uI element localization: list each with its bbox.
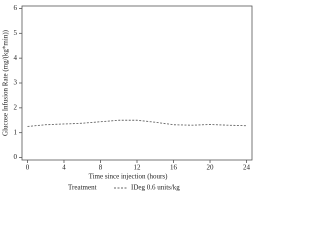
legend-title: Treatment <box>68 184 97 192</box>
y-tick-label: 0 <box>14 153 18 161</box>
x-tick-label: 12 <box>134 164 142 172</box>
x-tick-label: 4 <box>62 164 66 172</box>
y-tick-label: 3 <box>14 79 18 87</box>
x-axis-label: Time since injection (hours) <box>89 173 169 181</box>
x-tick-label: 16 <box>170 164 178 172</box>
y-tick-label: 6 <box>14 4 18 12</box>
data-line <box>27 119 247 127</box>
y-axis-label: Glucose Infusion Rate (mg/(kg*min)) <box>2 29 10 136</box>
chart: Time since injection (hours) Glucose Inf… <box>2 4 253 192</box>
x-tick-label: 0 <box>26 164 30 172</box>
legend-label: IDeg 0.6 units/kg <box>131 184 180 192</box>
y-tick-label: 1 <box>14 128 18 136</box>
x-tick-label: 8 <box>99 164 103 172</box>
y-tick-label: 4 <box>14 54 18 62</box>
x-tick-label: 24 <box>243 164 251 172</box>
y-tick-label: 5 <box>14 29 18 37</box>
x-tick-label: 20 <box>207 164 215 172</box>
y-tick-label: 2 <box>14 103 18 111</box>
plot-frame <box>21 5 253 161</box>
